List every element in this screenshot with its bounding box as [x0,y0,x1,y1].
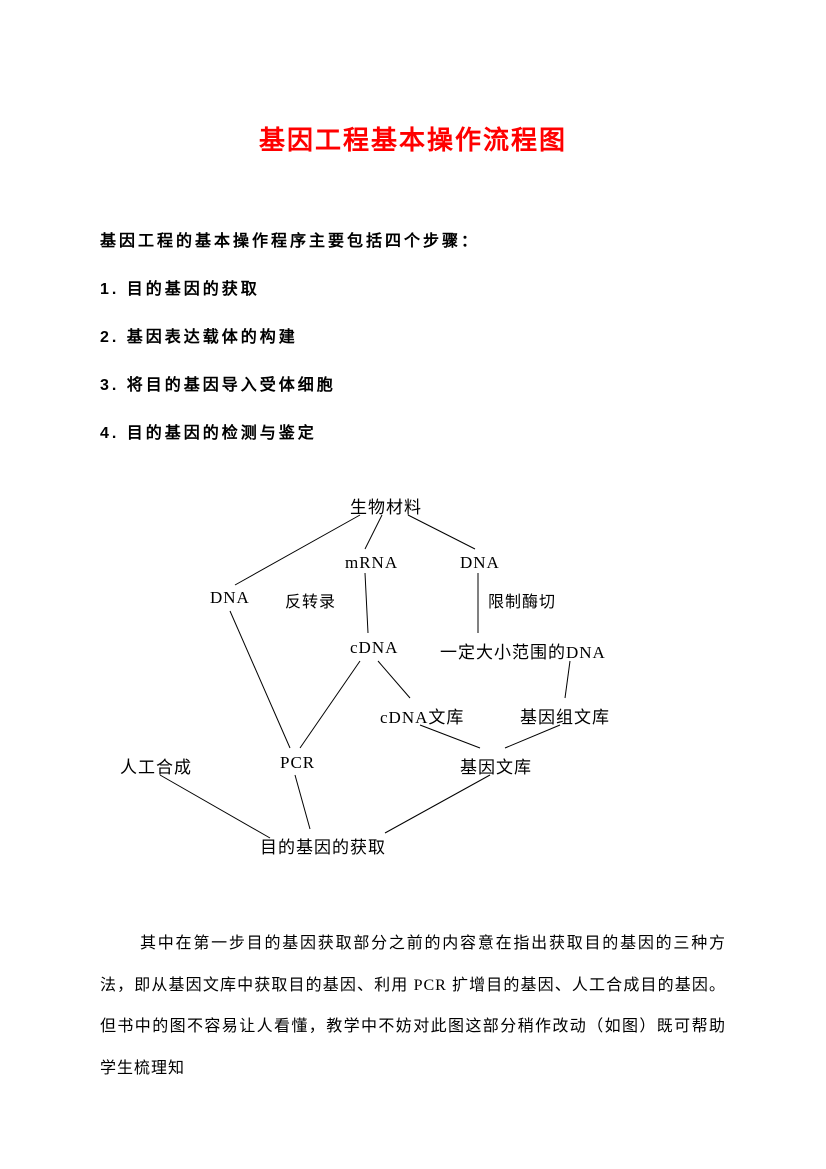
edge-line [300,661,360,748]
document-page: 基因工程基本操作流程图 基因工程的基本操作程序主要包括四个步骤： 1. 目的基因… [0,0,826,1149]
edge-label-enz: 限制酶切 [488,588,556,612]
node-dna1: DNA [210,588,250,608]
node-geneLib: 基因文库 [460,753,532,778]
flowchart: 生物材料 mRNA DNA DNA cDNA 一定大小范围的DNA cDNA文库 基因组文库人… [100,493,720,873]
step-4: 4. 目的基因的检测与鉴定 [100,419,726,443]
diagram-container: 生物材料 mRNA DNA DNA cDNA 一定大小范围的DNA cDNA文库 基因组文库人… [100,493,726,873]
page-title: 基因工程基本操作流程图 [100,120,726,157]
step-2: 2. 基因表达载体的构建 [100,323,726,347]
edge-line [420,725,480,748]
node-cdna: cDNA [350,638,398,658]
intro-text: 基因工程的基本操作程序主要包括四个步骤： [100,227,726,251]
edge-line [230,611,290,748]
body-paragraph: 其中在第一步目的基因获取部分之前的内容意在指出获取目的基因的三种方法，即从基因文… [100,923,726,1089]
node-target: 目的基因的获取 [260,833,386,858]
node-cdnaLib: cDNA文库 [380,703,464,728]
edge-label-rev: 反转录 [285,588,336,612]
flowchart-lines [100,493,720,873]
node-bio: 生物材料 [350,493,422,518]
edge-line [160,775,270,838]
node-genomeLib: 基因组文库 [520,703,610,728]
step-1: 1. 目的基因的获取 [100,275,726,299]
edge-line [295,775,310,829]
node-rangeDNA: 一定大小范围的DNA [440,638,606,663]
edge-line [235,515,360,585]
edge-line [505,725,560,748]
edge-line [408,515,475,549]
node-synth: 人工合成 [120,753,192,778]
edge-line [565,661,570,698]
edge-line [365,573,368,633]
edge-line [378,661,410,698]
edge-line [385,775,490,833]
node-pcr: PCR [280,753,315,773]
node-dna2: DNA [460,553,500,573]
edge-line [365,515,382,549]
node-mrna: mRNA [345,553,398,573]
step-3: 3. 将目的基因导入受体细胞 [100,371,726,395]
